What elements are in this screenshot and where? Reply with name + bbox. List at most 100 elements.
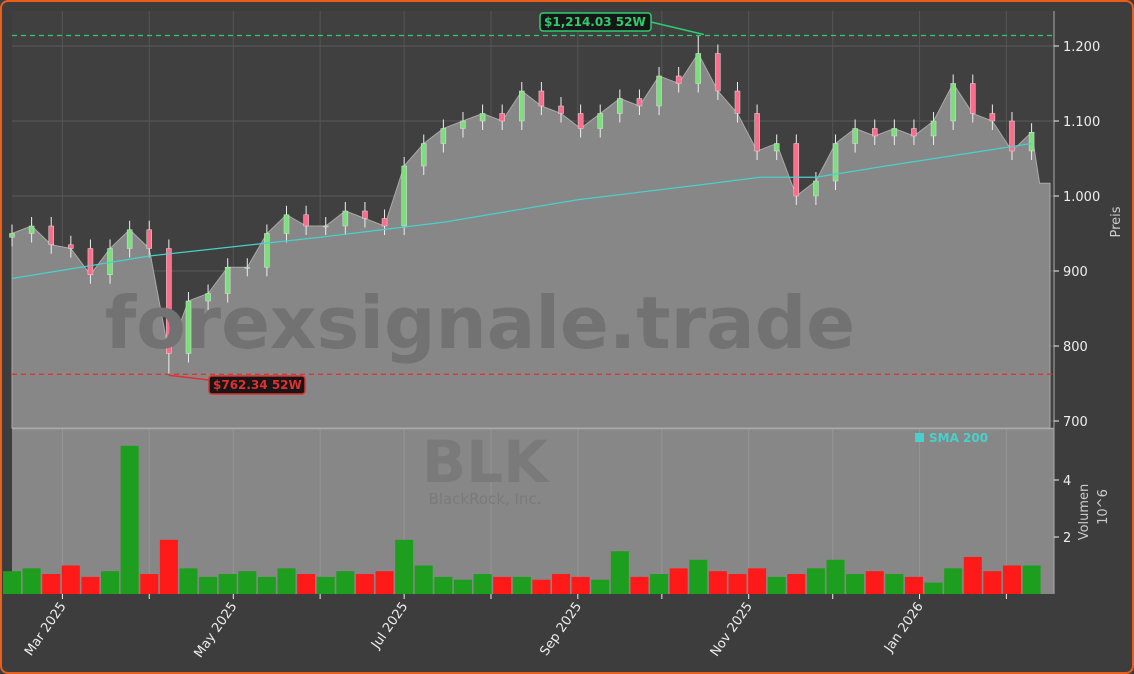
y-tick-label: 800 bbox=[1063, 340, 1088, 355]
candle-down bbox=[48, 225, 54, 245]
volume-bar bbox=[806, 568, 825, 594]
candle-down bbox=[87, 248, 94, 275]
volume-bar bbox=[199, 576, 218, 594]
volume-bar bbox=[767, 576, 786, 594]
volume-bar bbox=[453, 579, 472, 594]
volume-bar bbox=[846, 574, 865, 594]
volume-bar bbox=[61, 565, 80, 594]
candle-up bbox=[264, 233, 270, 268]
annotation-arrow bbox=[650, 21, 705, 36]
candle-up bbox=[322, 225, 329, 228]
candle-down bbox=[911, 128, 917, 137]
volume-axis-label: Volumen bbox=[1077, 484, 1092, 541]
y-tick-label: 1.200 bbox=[1063, 40, 1100, 55]
volume-bar bbox=[493, 576, 512, 594]
volume-bar bbox=[179, 568, 198, 594]
volume-bar bbox=[669, 568, 688, 594]
watermark: forexsignale.trade bbox=[105, 281, 855, 365]
candle-up bbox=[695, 53, 702, 84]
volume-bar bbox=[238, 571, 257, 594]
volume-bar bbox=[885, 574, 904, 594]
candle-down bbox=[381, 218, 388, 227]
candle-up bbox=[185, 300, 192, 354]
candle-up bbox=[421, 143, 427, 167]
volume-bar bbox=[375, 571, 394, 594]
candle-down bbox=[636, 98, 643, 107]
x-tick-label: Jul 2025 bbox=[368, 600, 411, 653]
candle-down bbox=[715, 53, 721, 92]
legend-swatch-sma bbox=[915, 433, 924, 442]
volume-bar bbox=[42, 574, 61, 594]
candle-down bbox=[1009, 120, 1015, 152]
candle-down bbox=[303, 214, 309, 227]
candle-up bbox=[205, 293, 211, 302]
candle-down bbox=[558, 105, 564, 114]
candle-up bbox=[950, 83, 956, 122]
candle-up bbox=[342, 210, 349, 227]
candle-down bbox=[577, 113, 584, 129]
volume-bar bbox=[610, 551, 629, 594]
volume-bar bbox=[3, 571, 21, 594]
candle-up bbox=[126, 229, 133, 249]
volume-bar bbox=[395, 539, 414, 594]
candle-up bbox=[930, 120, 937, 137]
candle-down bbox=[675, 75, 682, 84]
x-tick-label: Jan 2026 bbox=[881, 600, 927, 656]
volume-bar bbox=[630, 576, 649, 594]
candle-up bbox=[244, 267, 251, 269]
company-watermark: BlackRock, Inc. bbox=[429, 490, 542, 508]
candle-down bbox=[362, 210, 368, 219]
volume-bar bbox=[708, 571, 727, 594]
candle-up bbox=[460, 120, 466, 129]
volume-bar bbox=[1022, 565, 1041, 594]
volume-bar bbox=[22, 568, 41, 594]
volume-bar bbox=[787, 574, 806, 594]
candle-down bbox=[871, 128, 878, 137]
x-tick-label: Nov 2025 bbox=[708, 600, 756, 660]
candle-up bbox=[519, 90, 525, 122]
x-tick-label: Mar 2025 bbox=[22, 600, 70, 659]
candle-up bbox=[813, 180, 819, 197]
volume-bar bbox=[101, 571, 120, 594]
candle-up bbox=[283, 214, 290, 234]
candle-down bbox=[754, 113, 760, 152]
candle-up bbox=[9, 233, 15, 238]
volume-scale-label: 10^6 bbox=[1096, 489, 1111, 525]
volume-bar bbox=[316, 576, 335, 594]
volume-bar bbox=[571, 576, 590, 594]
volume-bar bbox=[689, 559, 708, 594]
candle-down bbox=[970, 83, 976, 114]
volume-bar bbox=[473, 574, 492, 594]
legend-sma-200: SMA 200 bbox=[929, 431, 988, 445]
candle-up bbox=[773, 143, 780, 152]
candle-up bbox=[852, 128, 858, 144]
candle-up bbox=[28, 225, 35, 234]
candle-down bbox=[989, 113, 996, 122]
volume-panel-bg bbox=[12, 429, 1054, 594]
volume-bar bbox=[983, 571, 1002, 594]
candle-down bbox=[734, 90, 741, 114]
candle-up bbox=[891, 128, 898, 137]
volume-bar bbox=[81, 576, 100, 594]
candle-down bbox=[499, 113, 505, 122]
volume-bar bbox=[532, 579, 551, 594]
volume-bar bbox=[257, 576, 276, 594]
y-tick-label: 1.000 bbox=[1063, 190, 1100, 205]
volume-y-tick-label: 4 bbox=[1063, 474, 1071, 489]
candle-up bbox=[832, 143, 839, 182]
volume-bar bbox=[434, 576, 453, 594]
high-52w-label: $1,214.03 52W bbox=[544, 15, 646, 29]
volume-bar bbox=[140, 574, 159, 594]
ticker-watermark: BLK bbox=[422, 428, 550, 496]
volume-bar bbox=[1002, 565, 1021, 594]
low-52w-label: $762.34 52W bbox=[213, 378, 302, 392]
low-52w-label-box bbox=[208, 375, 306, 395]
candle-down bbox=[68, 244, 74, 249]
candle-up bbox=[401, 165, 407, 227]
volume-bar bbox=[512, 576, 531, 594]
volume-bar bbox=[904, 576, 923, 594]
volume-bar bbox=[414, 565, 433, 594]
volume-bar bbox=[826, 559, 845, 594]
y-tick-label: 700 bbox=[1063, 415, 1088, 430]
